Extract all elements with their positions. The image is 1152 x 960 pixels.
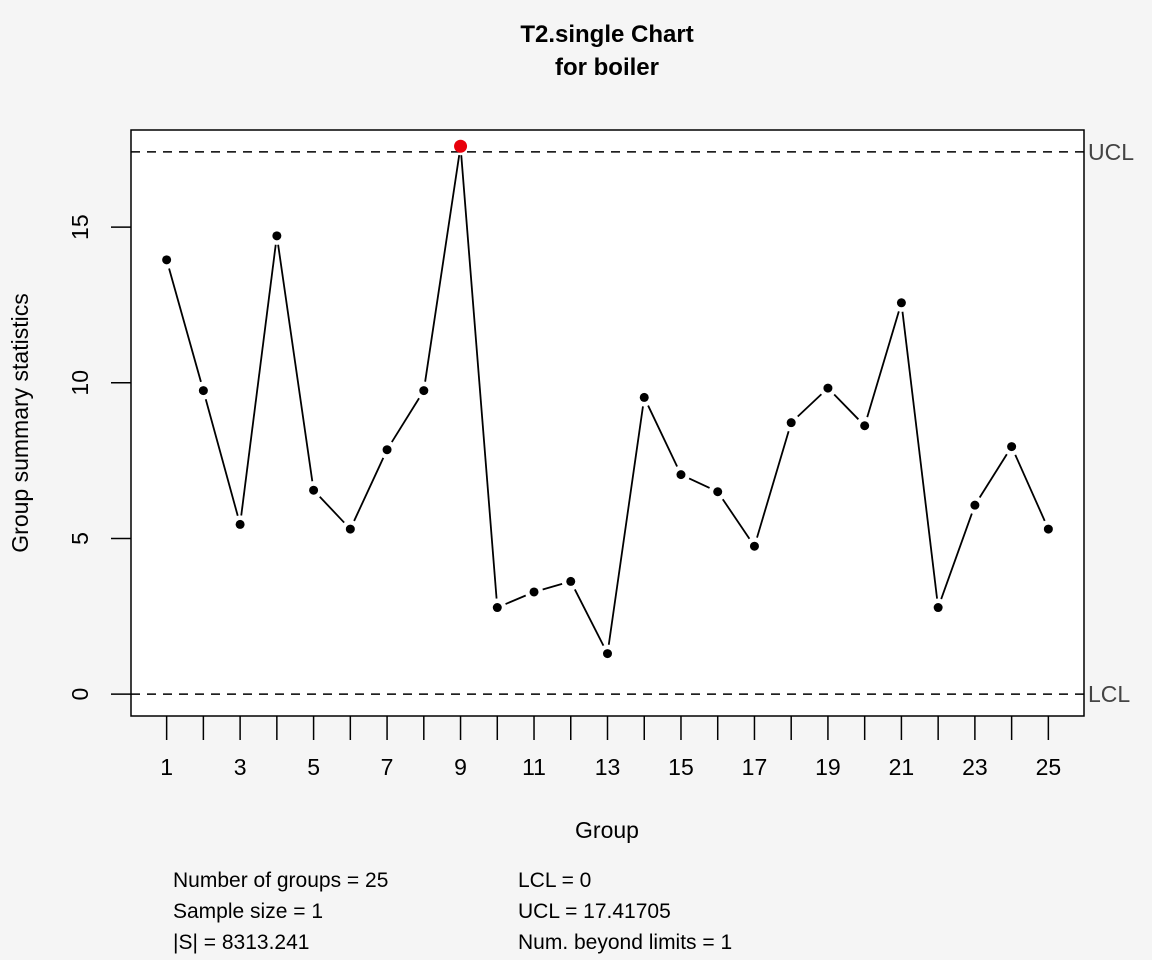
data-point-8 <box>419 386 429 396</box>
series-line <box>168 154 1046 647</box>
y-tick-label-0: 0 <box>67 688 93 701</box>
data-point-20 <box>860 421 870 431</box>
x-tick-label-5: 5 <box>307 754 320 780</box>
data-point-5 <box>309 485 319 495</box>
data-point-4 <box>272 231 282 241</box>
data-points <box>162 139 1053 659</box>
data-point-23 <box>970 500 980 510</box>
x-tick-label-17: 17 <box>742 754 768 780</box>
y-tick-label-10: 10 <box>67 370 93 396</box>
data-point-6 <box>345 524 355 534</box>
series-segment-14 <box>647 405 678 467</box>
stat-determinant: |S| = 8313.241 <box>173 931 309 954</box>
data-point-11 <box>529 587 539 597</box>
y-axis: 0 5 10 15 <box>67 214 131 700</box>
series-segment-3 <box>240 244 277 516</box>
data-point-16 <box>713 487 723 497</box>
plot-area <box>130 129 1085 717</box>
data-point-21 <box>896 298 906 308</box>
data-point-14 <box>639 392 649 402</box>
series-segment-9 <box>460 155 498 599</box>
y-axis-label: Group summary statistics <box>7 293 33 552</box>
control-limits: UCL LCL <box>131 139 1134 707</box>
data-point-3 <box>235 519 245 529</box>
data-point-18 <box>786 418 796 428</box>
x-tick-label-1: 1 <box>160 754 173 780</box>
series-segment-19 <box>833 393 860 420</box>
series-segment-18 <box>797 393 822 418</box>
series-segment-11 <box>542 583 563 591</box>
series-segment-21 <box>901 311 938 599</box>
ucl-label: UCL <box>1088 139 1134 165</box>
x-tick-label-23: 23 <box>962 754 988 780</box>
y-tick-label-5: 5 <box>67 532 93 545</box>
series-segment-13 <box>607 406 644 645</box>
series-segment-15 <box>688 477 710 489</box>
data-point-13 <box>603 649 612 659</box>
stat-lcl: LCL = 0 <box>518 869 591 892</box>
series-segment-7 <box>391 397 420 443</box>
data-point-2 <box>198 386 208 396</box>
data-point-19 <box>823 383 833 393</box>
data-point-22 <box>933 603 943 613</box>
y-tick-label-15: 15 <box>67 214 93 240</box>
x-tick-label-25: 25 <box>1036 754 1062 780</box>
data-point-24 <box>1007 442 1017 452</box>
stat-beyond-limits: Num. beyond limits = 1 <box>518 931 732 954</box>
x-tick-label-9: 9 <box>454 754 467 780</box>
series-segment-16 <box>722 498 751 540</box>
x-tick-label-21: 21 <box>889 754 915 780</box>
series-segment-23 <box>978 453 1008 498</box>
stat-sample-size: Sample size = 1 <box>173 900 323 923</box>
series-segment-24 <box>1014 454 1046 522</box>
series-segment-2 <box>204 399 239 516</box>
x-tick-label-19: 19 <box>815 754 841 780</box>
series-segment-20 <box>866 311 900 418</box>
data-point-25 <box>1043 524 1053 534</box>
chart-subtitle: for boiler <box>555 54 659 81</box>
x-tick-label-3: 3 <box>234 754 247 780</box>
series-segment-17 <box>756 431 790 538</box>
series-segment-4 <box>277 244 314 482</box>
x-axis: 1 3 5 7 9 11 13 15 17 19 21 23 25 <box>160 716 1061 780</box>
data-point-10 <box>492 603 502 613</box>
data-point-7 <box>382 445 392 455</box>
data-point-17 <box>749 541 759 551</box>
data-point-15 <box>676 470 686 480</box>
stat-number-of-groups: Number of groups = 25 <box>173 869 388 892</box>
stat-ucl: UCL = 17.41705 <box>518 900 671 923</box>
data-point-12 <box>566 576 576 586</box>
lcl-label: LCL <box>1088 681 1130 707</box>
series-segment-10 <box>505 594 527 605</box>
series-segment-6 <box>353 457 385 522</box>
series-segment-12 <box>574 589 605 647</box>
x-tick-label-13: 13 <box>595 754 621 780</box>
chart-title: T2.single Chart <box>520 21 693 48</box>
series-segment-22 <box>940 513 973 600</box>
x-axis-label: Group <box>575 817 639 843</box>
x-tick-label-7: 7 <box>381 754 394 780</box>
data-point-violation-9 <box>454 139 468 153</box>
series-segment-5 <box>319 496 345 524</box>
x-tick-label-11: 11 <box>522 754 546 780</box>
series-segment-8 <box>424 154 461 382</box>
series-segment-1 <box>168 268 202 383</box>
data-point-1 <box>162 255 172 265</box>
x-tick-label-15: 15 <box>668 754 694 780</box>
